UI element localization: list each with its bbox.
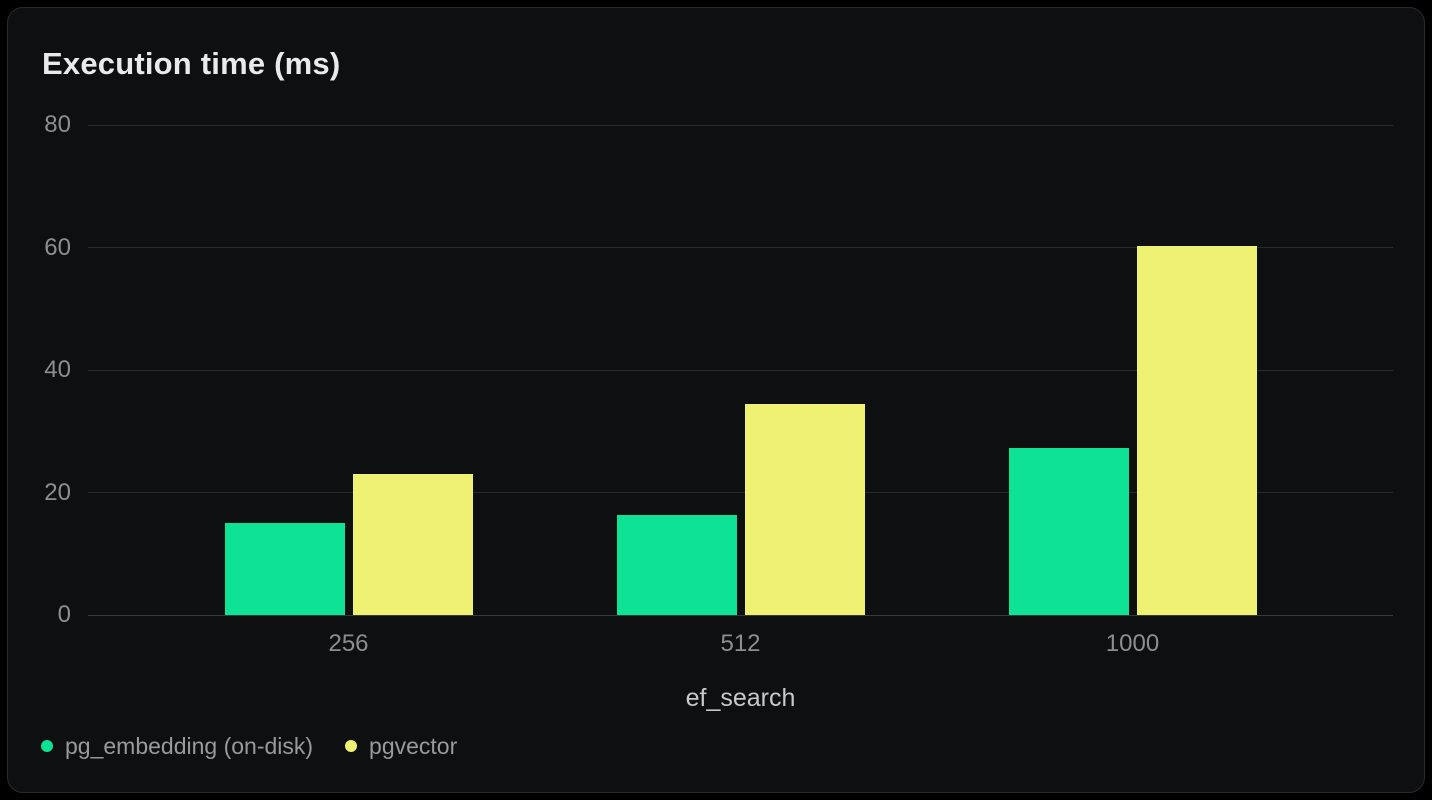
legend-dot-icon	[345, 740, 358, 752]
gridline	[88, 614, 1393, 616]
legend-dot-icon	[41, 740, 53, 752]
gridline	[88, 124, 1393, 126]
bar-pgvector-256	[352, 474, 473, 615]
y-tick-label: 60	[44, 233, 71, 261]
bar-pg-embedding-1000	[1008, 447, 1129, 615]
legend-label: pg_embedding (on-disk)	[65, 732, 314, 759]
gridline	[88, 492, 1393, 493]
y-tick-label: 0	[57, 601, 71, 628]
bar-pgvector-512	[744, 404, 865, 615]
legend-item-pg-embedding: pg_embedding (on-disk)	[41, 733, 313, 760]
y-tick-label: 80	[44, 111, 71, 138]
plot-area: ef_search 0 20 40 60 80 256 512 1000	[44, 111, 1393, 712]
legend: pg_embedding (on-disk) pgvector	[41, 731, 457, 761]
legend-item-pgvector: pgvector	[345, 733, 457, 760]
bar-pgvector-1000	[1136, 245, 1257, 615]
x-tick-label: 512	[720, 630, 761, 657]
bar-pg-embedding-512	[616, 515, 737, 615]
x-axis-title: ef_search	[685, 684, 796, 712]
gridline	[88, 369, 1393, 371]
x-tick-label: 1000	[1105, 630, 1160, 657]
y-tick-label: 20	[44, 478, 71, 506]
gridline	[88, 247, 1393, 248]
bar-pg-embedding-256	[224, 523, 345, 615]
legend-label: pgvector	[369, 732, 458, 759]
y-tick-label: 40	[44, 356, 71, 383]
chart-title: Execution time (ms)	[42, 46, 341, 81]
chart-card: Execution time (ms) ef_search 0 20 40 60 80 2…	[7, 7, 1425, 793]
x-tick-label: 256	[328, 630, 369, 657]
